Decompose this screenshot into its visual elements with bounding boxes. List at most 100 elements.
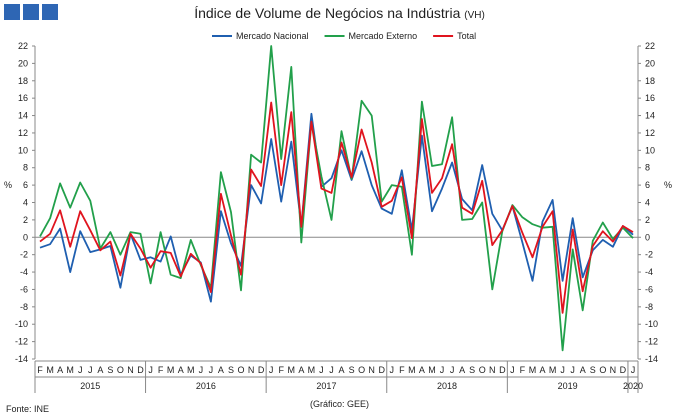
y-axis-label-left: % bbox=[4, 180, 12, 190]
y-tick-label-left: -12 bbox=[15, 337, 28, 347]
x-month-label: N bbox=[127, 365, 134, 375]
x-month-label: M bbox=[428, 365, 436, 375]
y-tick-label-right: 6 bbox=[645, 180, 650, 190]
x-month-label: M bbox=[549, 365, 557, 375]
y-tick-label-left: 10 bbox=[18, 145, 28, 155]
y-tick-label-left: 2 bbox=[23, 215, 28, 225]
y-tick-label-left: -4 bbox=[20, 267, 28, 277]
x-month-label: M bbox=[66, 365, 74, 375]
logo-square-3 bbox=[42, 4, 58, 20]
logo-square-2 bbox=[23, 4, 39, 20]
y-tick-label-left: 22 bbox=[18, 41, 28, 51]
y-tick-label-right: 2 bbox=[645, 215, 650, 225]
y-tick-label-left: 18 bbox=[18, 76, 28, 86]
x-year-label: 2018 bbox=[437, 381, 457, 391]
chart-title: Índice de Volume de Negócios na Indústri… bbox=[0, 5, 679, 21]
x-month-label: M bbox=[529, 365, 537, 375]
x-month-label: S bbox=[469, 365, 475, 375]
x-month-label: D bbox=[378, 365, 385, 375]
y-tick-label-left: -10 bbox=[15, 319, 28, 329]
x-month-label: M bbox=[408, 365, 416, 375]
series-line-total bbox=[39, 101, 634, 314]
brand-logo bbox=[4, 4, 58, 20]
y-tick-label-left: 0 bbox=[23, 232, 28, 242]
x-month-label: A bbox=[57, 365, 63, 375]
y-tick-label-left: 8 bbox=[23, 163, 28, 173]
x-month-label: A bbox=[218, 365, 224, 375]
legend-label: Mercado Externo bbox=[349, 31, 418, 41]
source-label: Fonte: INE bbox=[6, 404, 50, 414]
x-month-label: N bbox=[489, 365, 496, 375]
x-month-label: M bbox=[167, 365, 175, 375]
x-month-label: O bbox=[117, 365, 124, 375]
x-month-label: J bbox=[450, 365, 455, 375]
x-month-label: N bbox=[368, 365, 375, 375]
x-month-label: N bbox=[248, 365, 255, 375]
y-tick-label-right: -6 bbox=[645, 284, 653, 294]
y-tick-label-right: -14 bbox=[645, 354, 658, 364]
x-month-label: J bbox=[199, 365, 204, 375]
y-tick-label-right: 8 bbox=[645, 163, 650, 173]
y-tick-label-right: -12 bbox=[645, 337, 658, 347]
x-month-label: J bbox=[78, 365, 83, 375]
y-axis-label-right: % bbox=[664, 180, 672, 190]
y-tick-label-left: -14 bbox=[15, 354, 28, 364]
x-month-label: J bbox=[631, 365, 636, 375]
y-tick-label-left: 16 bbox=[18, 93, 28, 103]
x-month-label: J bbox=[88, 365, 93, 375]
x-month-label: M bbox=[187, 365, 195, 375]
x-month-label: J bbox=[209, 365, 214, 375]
x-month-label: S bbox=[228, 365, 234, 375]
x-month-label: O bbox=[599, 365, 606, 375]
x-month-label: A bbox=[339, 365, 345, 375]
x-month-label: J bbox=[510, 365, 515, 375]
x-month-label: A bbox=[459, 365, 465, 375]
y-tick-label-left: -6 bbox=[20, 284, 28, 294]
x-month-label: O bbox=[238, 365, 245, 375]
chart-title-text: Índice de Volume de Negócios na Indústri… bbox=[194, 5, 461, 21]
y-tick-label-left: -2 bbox=[20, 250, 28, 260]
x-month-label: S bbox=[107, 365, 113, 375]
x-month-label: F bbox=[278, 365, 284, 375]
x-month-label: J bbox=[319, 365, 324, 375]
x-month-label: M bbox=[308, 365, 316, 375]
x-month-label: J bbox=[269, 365, 274, 375]
chart-credit: (Gráfico: GEE) bbox=[309, 399, 369, 409]
x-month-label: A bbox=[580, 365, 586, 375]
x-month-label: M bbox=[288, 365, 296, 375]
legend-label: Mercado Nacional bbox=[236, 31, 309, 41]
x-month-label: S bbox=[349, 365, 355, 375]
x-month-label: J bbox=[560, 365, 565, 375]
y-tick-label-right: 22 bbox=[645, 41, 655, 51]
y-tick-label-right: 10 bbox=[645, 145, 655, 155]
x-year-label: 2019 bbox=[558, 381, 578, 391]
y-tick-label-right: -4 bbox=[645, 267, 653, 277]
x-month-label: A bbox=[97, 365, 103, 375]
y-tick-label-left: 20 bbox=[18, 58, 28, 68]
y-tick-label-left: -8 bbox=[20, 302, 28, 312]
series-line-mercado-externo bbox=[39, 45, 634, 352]
x-month-label: J bbox=[329, 365, 334, 375]
x-month-label: F bbox=[399, 365, 405, 375]
y-tick-label-left: 6 bbox=[23, 180, 28, 190]
y-tick-label-right: 18 bbox=[645, 76, 655, 86]
x-month-label: F bbox=[520, 365, 526, 375]
x-month-label: J bbox=[390, 365, 395, 375]
x-year-label: 2020 bbox=[623, 381, 643, 391]
x-month-label: J bbox=[440, 365, 445, 375]
y-tick-label-right: 16 bbox=[645, 93, 655, 103]
x-month-label: A bbox=[298, 365, 304, 375]
y-tick-label-right: -10 bbox=[645, 319, 658, 329]
x-month-label: J bbox=[148, 365, 153, 375]
x-month-label: N bbox=[610, 365, 617, 375]
x-month-label: D bbox=[499, 365, 506, 375]
legend-label: Total bbox=[457, 31, 476, 41]
y-tick-label-right: 4 bbox=[645, 198, 650, 208]
x-month-label: D bbox=[258, 365, 265, 375]
x-year-label: 2016 bbox=[196, 381, 216, 391]
x-month-label: F bbox=[37, 365, 43, 375]
x-year-label: 2017 bbox=[316, 381, 336, 391]
x-month-label: A bbox=[178, 365, 184, 375]
y-tick-label-right: 14 bbox=[645, 111, 655, 121]
